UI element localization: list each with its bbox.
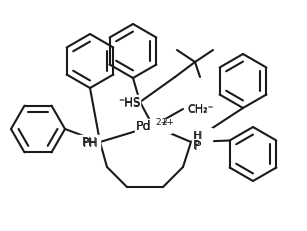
Bar xyxy=(192,128,212,150)
Text: H: H xyxy=(193,131,201,140)
Bar xyxy=(135,119,171,134)
Text: 2+: 2+ xyxy=(155,118,168,126)
Bar xyxy=(72,135,100,149)
Bar xyxy=(112,96,140,109)
Text: P: P xyxy=(194,140,201,153)
Text: ⁻HS: ⁻HS xyxy=(119,96,141,109)
Text: CH₂⁻: CH₂⁻ xyxy=(187,103,213,113)
Text: Pd: Pd xyxy=(135,120,151,133)
Text: 2+: 2+ xyxy=(161,118,174,127)
Text: CH₂⁻: CH₂⁻ xyxy=(187,105,213,115)
Text: PH: PH xyxy=(83,137,99,150)
Text: P: P xyxy=(193,139,200,152)
Text: Pd: Pd xyxy=(135,120,151,133)
Bar xyxy=(186,103,224,116)
Text: H: H xyxy=(194,131,202,140)
Text: PH: PH xyxy=(82,136,98,149)
Text: ⁻HS: ⁻HS xyxy=(119,97,141,110)
